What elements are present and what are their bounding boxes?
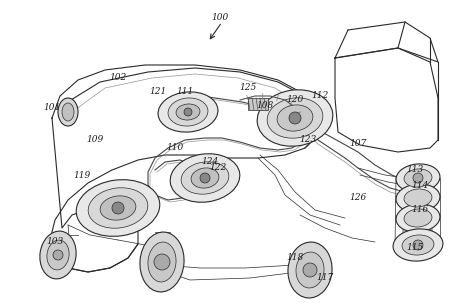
- Ellipse shape: [181, 162, 229, 194]
- Ellipse shape: [404, 169, 432, 187]
- Ellipse shape: [140, 232, 184, 292]
- Circle shape: [303, 263, 317, 277]
- Ellipse shape: [62, 103, 74, 121]
- Text: 108: 108: [256, 101, 273, 109]
- Circle shape: [413, 240, 423, 250]
- Ellipse shape: [168, 98, 208, 126]
- Ellipse shape: [40, 231, 76, 279]
- Ellipse shape: [296, 252, 324, 288]
- Ellipse shape: [170, 154, 240, 202]
- Ellipse shape: [76, 180, 160, 236]
- Text: 101: 101: [44, 103, 61, 112]
- Text: 123: 123: [300, 136, 317, 144]
- Text: 109: 109: [86, 136, 104, 144]
- Ellipse shape: [396, 184, 440, 212]
- Circle shape: [184, 108, 192, 116]
- Text: 103: 103: [46, 237, 64, 247]
- Text: 120: 120: [286, 95, 304, 105]
- Circle shape: [413, 173, 423, 183]
- Text: 118: 118: [286, 254, 304, 262]
- Text: 102: 102: [109, 74, 127, 82]
- FancyBboxPatch shape: [403, 173, 432, 257]
- Ellipse shape: [396, 164, 440, 192]
- Ellipse shape: [277, 105, 313, 131]
- Ellipse shape: [393, 229, 443, 261]
- Ellipse shape: [404, 189, 432, 207]
- Text: 112: 112: [311, 91, 328, 99]
- Text: 114: 114: [411, 181, 428, 189]
- Bar: [248, 98, 268, 110]
- Text: 110: 110: [166, 143, 183, 153]
- Text: 113: 113: [406, 165, 424, 174]
- Ellipse shape: [88, 188, 148, 228]
- Text: 111: 111: [176, 88, 193, 96]
- Ellipse shape: [47, 240, 69, 270]
- Circle shape: [112, 202, 124, 214]
- Text: 107: 107: [349, 139, 366, 147]
- Ellipse shape: [257, 90, 333, 146]
- Text: 100: 100: [211, 13, 228, 22]
- Ellipse shape: [267, 98, 323, 138]
- Circle shape: [154, 254, 170, 270]
- Ellipse shape: [176, 104, 200, 120]
- Text: 117: 117: [316, 274, 334, 282]
- Circle shape: [200, 173, 210, 183]
- Text: 122: 122: [210, 164, 227, 172]
- Ellipse shape: [148, 242, 176, 282]
- Text: 116: 116: [411, 206, 428, 215]
- Ellipse shape: [158, 92, 218, 132]
- Ellipse shape: [402, 235, 434, 255]
- Text: 124: 124: [201, 157, 219, 167]
- Text: 125: 125: [239, 84, 256, 92]
- Ellipse shape: [100, 196, 136, 220]
- Circle shape: [289, 112, 301, 124]
- Text: 115: 115: [406, 244, 424, 253]
- Circle shape: [53, 250, 63, 260]
- Ellipse shape: [288, 242, 332, 298]
- Ellipse shape: [191, 168, 219, 188]
- Ellipse shape: [396, 204, 440, 232]
- Text: 126: 126: [349, 194, 366, 202]
- Text: 119: 119: [73, 171, 91, 179]
- Ellipse shape: [58, 98, 78, 126]
- Text: 121: 121: [149, 88, 167, 96]
- Ellipse shape: [404, 209, 432, 227]
